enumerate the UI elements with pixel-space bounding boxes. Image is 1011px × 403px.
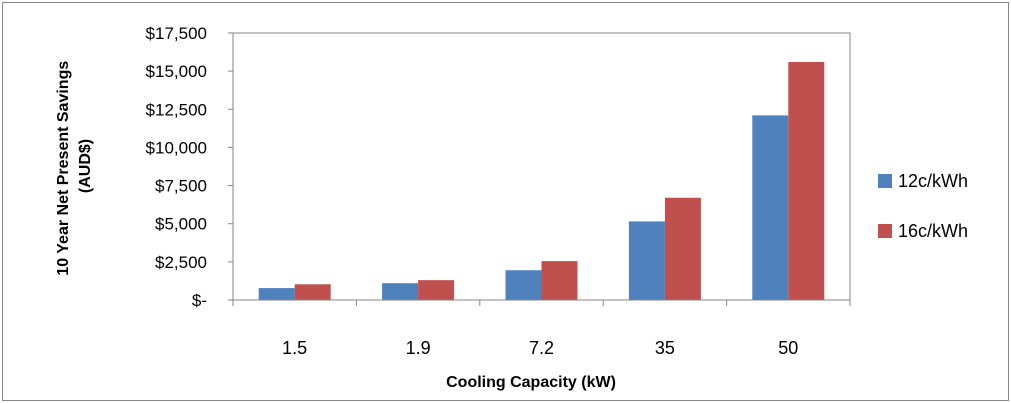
y-axis-title-line-2: (AUD$) bbox=[77, 139, 94, 193]
bar-16c-kwh-7-2 bbox=[541, 261, 578, 300]
x-tick-label: 1.9 bbox=[406, 338, 431, 358]
bar-16c-kwh-50 bbox=[788, 61, 825, 300]
bar-12c-kwh-7-2 bbox=[505, 270, 542, 300]
y-axis-title: 10 Year Net Present Savings (AUD$) bbox=[55, 56, 94, 275]
legend-label: 16c/kWh bbox=[898, 221, 968, 241]
legend-label: 12c/kWh bbox=[898, 171, 968, 191]
y-tick-label: $10,000 bbox=[146, 138, 207, 157]
x-axis-ticks bbox=[232, 300, 851, 306]
y-tick-label: $12,500 bbox=[146, 100, 207, 119]
y-axis-title-line-1: 10 Year Net Present Savings bbox=[55, 61, 72, 276]
y-axis-ticks: $- $2,500 $5,000 $7,500 $10,000 $12,500 $15,00… bbox=[146, 24, 233, 310]
x-axis-title: Cooling Capacity (kW) bbox=[446, 374, 616, 391]
bar-16c-kwh-35 bbox=[664, 197, 701, 300]
plot-area bbox=[232, 32, 851, 301]
y-tick-label: $5,000 bbox=[155, 215, 207, 234]
bar-12c-kwh-1-9 bbox=[382, 283, 419, 300]
x-tick-label: 7.2 bbox=[529, 338, 554, 358]
bar-16c-kwh-1-5 bbox=[294, 284, 331, 300]
x-tick-label: 35 bbox=[655, 338, 675, 358]
x-tick-label: 1.5 bbox=[282, 338, 307, 358]
y-tick-label: $2,500 bbox=[155, 253, 207, 272]
bar-12c-kwh-50 bbox=[752, 115, 789, 300]
y-tick-label: $17,500 bbox=[146, 24, 207, 43]
legend-swatch bbox=[878, 174, 892, 188]
x-tick-label: 50 bbox=[778, 338, 798, 358]
bar-16c-kwh-1-9 bbox=[418, 280, 455, 300]
x-axis-tick-labels: 1.5 1.9 7.2 35 50 bbox=[282, 338, 798, 358]
y-tick-label: $- bbox=[192, 291, 207, 310]
legend: 12c/kWh 16c/kWh bbox=[878, 171, 968, 241]
bar-12c-kwh-35 bbox=[628, 221, 665, 300]
y-tick-label: $15,000 bbox=[146, 62, 207, 81]
bar-12c-kwh-1-5 bbox=[258, 288, 295, 300]
y-tick-label: $7,500 bbox=[155, 177, 207, 196]
legend-swatch bbox=[878, 224, 892, 238]
bars bbox=[258, 61, 825, 300]
